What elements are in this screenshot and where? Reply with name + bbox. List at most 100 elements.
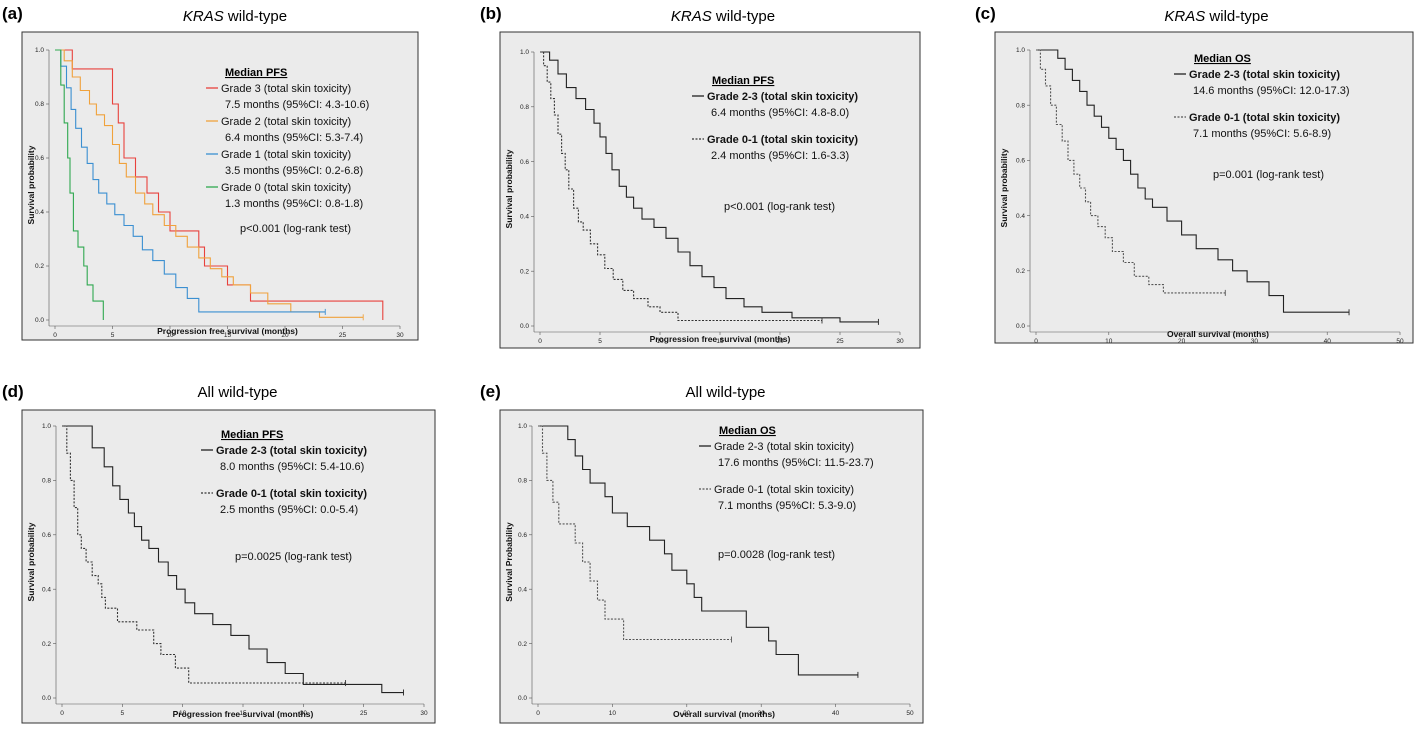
y-axis-label: Survival probability: [26, 145, 36, 224]
plot-background: [499, 409, 924, 724]
y-tick-label: 0.8: [35, 101, 44, 108]
x-tick-label: 20: [281, 332, 289, 339]
legend-entry-median: 7.1 months (95%CI: 5.6-8.9): [1193, 128, 1331, 140]
plot-background: [21, 31, 419, 341]
y-tick-label: 0.4: [520, 214, 529, 221]
y-tick-label: 0.2: [42, 641, 51, 648]
panel-title-rest: wild-type: [223, 8, 288, 25]
x-tick-label: 10: [179, 710, 187, 717]
series-line: [55, 49, 326, 313]
legend-title: Median PFS: [712, 75, 774, 87]
p-value-label: p=0.0025 (log-rank test): [235, 551, 352, 563]
x-tick-label: 25: [360, 710, 368, 717]
y-tick-label: 1.0: [520, 49, 529, 56]
legend-title: Median PFS: [221, 429, 283, 441]
x-tick-label: 10: [1105, 338, 1113, 345]
y-axis-label: Survival probability: [999, 148, 1009, 227]
x-axis-label: Progression free survival (months): [157, 326, 298, 336]
legend-entry-name: Grade 1 (total skin toxicity): [221, 149, 351, 161]
x-tick-label: 15: [716, 338, 724, 345]
y-tick-label: 0.6: [42, 532, 51, 539]
y-tick-label: 0.6: [1016, 158, 1025, 165]
legend-entry-median: 1.3 months (95%CI: 0.8-1.8): [225, 198, 363, 210]
panel-title-rest: All wild-type: [197, 384, 278, 401]
x-tick-label: 20: [776, 338, 784, 345]
panel-label: (d): [2, 382, 24, 401]
y-tick-label: 0.6: [35, 155, 44, 162]
legend-entry-median: 3.5 months (95%CI: 0.2-6.8): [225, 165, 363, 177]
series-line: [540, 51, 879, 323]
x-tick-label: 20: [683, 710, 691, 717]
y-tick-label: 0.8: [42, 478, 51, 485]
legend-entry-name: Grade 2-3 (total skin toxicity): [714, 441, 854, 453]
x-tick-label: 10: [656, 338, 664, 345]
panel-title-italic: KRAS: [1164, 8, 1206, 25]
km-chart: 0 5 10 15 20 25 30 0.0 0.2 0.4 0.6 0.8 1.0 Progressio…: [21, 409, 436, 724]
x-axis-label: Progression free survival (months): [173, 709, 314, 719]
series-line: [538, 425, 858, 676]
legend-title: Median OS: [1194, 53, 1251, 65]
panel-title-italic: KRAS: [670, 8, 712, 25]
y-tick-label: 0.8: [520, 104, 529, 111]
legend-entry-median: 7.5 months (95%CI: 4.3-10.6): [225, 99, 369, 111]
panel-a: (a) KRAS wild-type 0 5 10 15 20 25 30 0.0 0.2 0.4…: [0, 0, 440, 370]
x-axis-label: Overall survival (months): [1167, 329, 1269, 339]
panel-title: KRAS wild-type: [30, 8, 440, 25]
x-tick-label: 25: [836, 338, 844, 345]
y-tick-label: 0.0: [520, 323, 529, 330]
x-tick-label: 0: [536, 710, 540, 717]
x-tick-label: 30: [396, 332, 404, 339]
y-tick-label: 0.0: [42, 695, 51, 702]
legend-entry-name: Grade 2-3 (total skin toxicity): [1189, 69, 1340, 81]
x-tick-label: 20: [1178, 338, 1186, 345]
series-line: [55, 49, 384, 320]
y-tick-label: 0.4: [42, 586, 51, 593]
panel-title-rest: All wild-type: [685, 384, 766, 401]
legend-entry-name: Grade 2-3 (total skin toxicity): [216, 445, 367, 457]
y-tick-label: 1.0: [1016, 47, 1025, 54]
series-line: [1036, 49, 1226, 294]
y-tick-label: 0.0: [1016, 323, 1025, 330]
legend-entry-name: Grade 0-1 (total skin toxicity): [1189, 112, 1340, 124]
panel-title: KRAS wild-type: [1013, 8, 1420, 25]
y-tick-label: 0.4: [35, 209, 44, 216]
panel-title-italic: KRAS: [182, 8, 224, 25]
y-axis-label: Survival probability: [26, 522, 36, 601]
legend-entry-median: 7.1 months (95%CI: 5.3-9.0): [718, 500, 856, 512]
legend-entry-median: 14.6 months (95%CI: 12.0-17.3): [1193, 85, 1350, 97]
y-tick-label: 1.0: [518, 423, 527, 430]
panel-title: All wild-type: [30, 384, 445, 401]
y-tick-label: 0.0: [35, 317, 44, 324]
x-tick-label: 5: [111, 332, 115, 339]
legend-entry-median: 2.5 months (95%CI: 0.0-5.4): [220, 504, 358, 516]
km-chart: 0 5 10 15 20 25 30 0.0 0.2 0.4 0.6 0.8 1.0 Progressio…: [21, 31, 419, 341]
plot-background: [994, 31, 1414, 344]
series-line: [55, 49, 104, 320]
legend-entry-median: 6.4 months (95%CI: 4.8-8.0): [711, 107, 849, 119]
plot-background: [499, 31, 921, 349]
series-line: [1036, 49, 1349, 313]
series-line: [538, 425, 732, 641]
x-tick-label: 0: [53, 332, 57, 339]
legend-entry-name: Grade 2 (total skin toxicity): [221, 116, 351, 128]
km-chart: 0 10 20 30 40 50 0.0 0.2 0.4 0.6 0.8 1.0 Overall sur…: [499, 409, 924, 724]
y-axis-label: Survival Probability: [504, 522, 514, 602]
y-tick-label: 0.8: [1016, 102, 1025, 109]
panel-b: (b) KRAS wild-type 0 5 10 15 20 25 30 0.0 0.2 0.4…: [478, 0, 928, 375]
x-tick-label: 30: [1251, 338, 1259, 345]
x-tick-label: 5: [121, 710, 125, 717]
x-tick-label: 0: [1034, 338, 1038, 345]
y-tick-label: 0.2: [518, 641, 527, 648]
y-tick-label: 0.0: [518, 695, 527, 702]
legend-entry-median: 6.4 months (95%CI: 5.3-7.4): [225, 132, 363, 144]
x-tick-label: 0: [60, 710, 64, 717]
y-tick-label: 0.8: [518, 478, 527, 485]
panel-label: (b): [480, 4, 502, 23]
x-tick-label: 10: [166, 332, 174, 339]
y-tick-label: 1.0: [35, 47, 44, 54]
km-chart: 0 10 20 30 40 50 0.0 0.2 0.4 0.6 0.8 1.0 Overall sur…: [994, 31, 1414, 345]
x-tick-label: 40: [832, 710, 840, 717]
panel-label: (a): [2, 4, 23, 23]
panel-d: (d) All wild-type 0 5 10 15 20 25 30 0.0 0.2 0.4 0…: [0, 378, 445, 750]
panel-title-rest: wild-type: [711, 8, 776, 25]
